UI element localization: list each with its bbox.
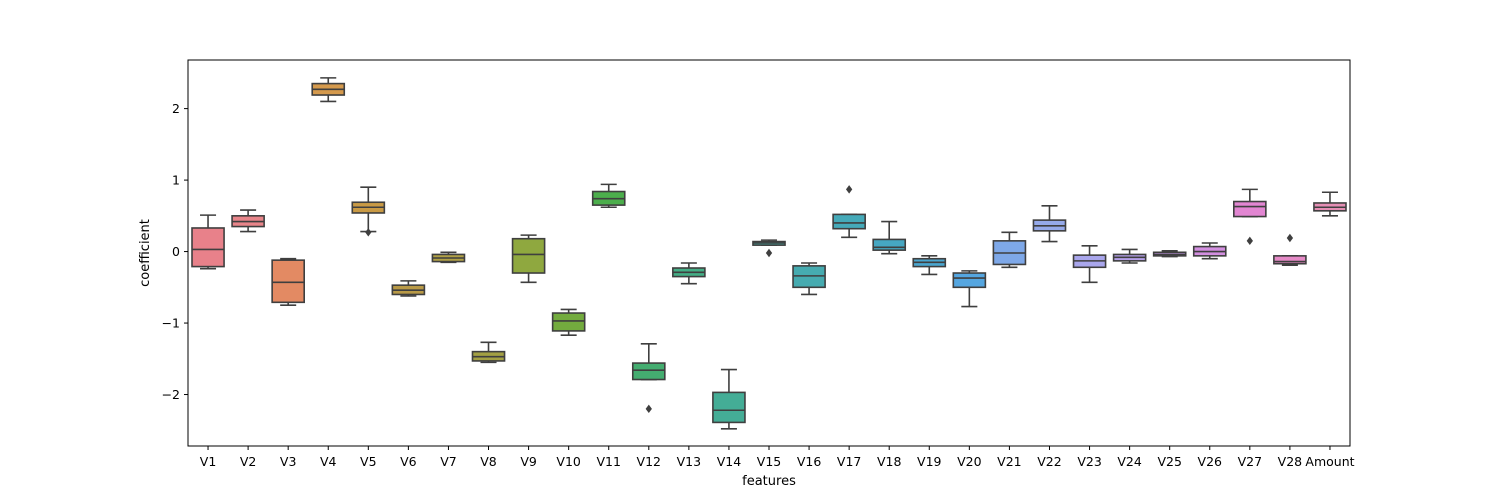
box-v11 bbox=[591, 183, 626, 209]
box-v17 bbox=[832, 185, 866, 239]
x-tick-label-v28: V28 bbox=[1278, 454, 1303, 469]
box-v14 bbox=[712, 368, 746, 430]
iqr-box-v14 bbox=[712, 391, 746, 424]
outlier-v12-0 bbox=[645, 404, 652, 414]
box-v23 bbox=[1072, 245, 1107, 284]
x-tick-label-v5: V5 bbox=[360, 454, 377, 469]
box-v13 bbox=[672, 262, 706, 285]
y-axis: 2 1 0 −1 −2 bbox=[162, 101, 188, 402]
x-tick-label-v20: V20 bbox=[957, 454, 982, 469]
box-v16 bbox=[792, 262, 826, 296]
x-tick-label-amount: Amount bbox=[1305, 454, 1354, 469]
iqr-box-v28 bbox=[1273, 255, 1307, 265]
box-v27 bbox=[1233, 188, 1267, 246]
outlier-v17-0 bbox=[845, 185, 853, 194]
box-v3 bbox=[271, 257, 306, 306]
box-v12 bbox=[631, 342, 666, 414]
y-tick-label-4: −2 bbox=[162, 387, 180, 402]
x-tick-label-v13: V13 bbox=[677, 454, 701, 469]
x-tick-label-v7: V7 bbox=[440, 454, 457, 469]
box-v25 bbox=[1152, 250, 1187, 258]
box-v4 bbox=[311, 77, 346, 103]
x-tick-label-v8: V8 bbox=[480, 454, 497, 469]
x-tick-label-v23: V23 bbox=[1077, 454, 1101, 469]
box-v6 bbox=[391, 280, 426, 297]
x-tick-label-v9: V9 bbox=[520, 454, 537, 469]
box-v28 bbox=[1273, 233, 1307, 266]
x-tick-label-v15: V15 bbox=[757, 454, 781, 469]
x-tick-label-v4: V4 bbox=[320, 454, 337, 469]
x-tick-label-v6: V6 bbox=[400, 454, 417, 469]
box-amount bbox=[1313, 191, 1347, 217]
x-tick-label-v26: V26 bbox=[1198, 454, 1223, 469]
x-tick-label-v10: V10 bbox=[556, 454, 581, 469]
box-v24 bbox=[1112, 248, 1147, 264]
x-tick-label-v18: V18 bbox=[877, 454, 902, 469]
iqr-box-v10 bbox=[551, 312, 586, 332]
iqr-box-v20 bbox=[952, 272, 987, 289]
x-tick-label-v27: V27 bbox=[1238, 454, 1262, 469]
iqr-box-v12 bbox=[631, 362, 666, 381]
box-v8 bbox=[471, 341, 506, 364]
x-axis-label: features bbox=[742, 474, 796, 489]
box-v20 bbox=[952, 270, 987, 308]
iqr-box-v9 bbox=[511, 237, 546, 274]
box-v21 bbox=[992, 231, 1027, 269]
x-tick-label-v17: V17 bbox=[837, 454, 861, 469]
y-tick-label-3: −1 bbox=[162, 316, 180, 331]
y-tick-label-2: 0 bbox=[172, 244, 180, 259]
box-v22 bbox=[1032, 205, 1067, 243]
x-tick-label-v14: V14 bbox=[717, 454, 742, 469]
x-tick-label-v25: V25 bbox=[1157, 454, 1181, 469]
box-v5 bbox=[351, 186, 386, 237]
box-v26 bbox=[1192, 242, 1227, 260]
x-tick-label-v22: V22 bbox=[1037, 454, 1061, 469]
x-tick-label-v2: V2 bbox=[240, 454, 257, 469]
x-tick-label-v24: V24 bbox=[1117, 454, 1142, 469]
box-v10 bbox=[551, 308, 586, 337]
iqr-box-v27 bbox=[1233, 200, 1267, 218]
box-v2 bbox=[231, 209, 265, 233]
box-v7 bbox=[431, 251, 466, 264]
outlier-v15-0 bbox=[765, 248, 773, 258]
outlier-v28-0 bbox=[1286, 233, 1294, 243]
x-tick-label-v11: V11 bbox=[596, 454, 620, 469]
iqr-box-v17 bbox=[832, 213, 866, 230]
y-tick-label-0: 2 bbox=[172, 101, 180, 116]
x-tick-label-v16: V16 bbox=[797, 454, 822, 469]
x-tick-label-v12: V12 bbox=[637, 454, 661, 469]
x-axis: V1 V2 V3 V4 V5 V6 V7 V8 V9 V10 V11 V12 V13 V14 V15 V16 V… bbox=[200, 446, 1355, 469]
x-tick-label-v1: V1 bbox=[200, 454, 217, 469]
x-tick-label-v3: V3 bbox=[280, 454, 297, 469]
x-tick-label-v21: V21 bbox=[997, 454, 1021, 469]
y-axis-label: coefficient bbox=[138, 219, 153, 287]
outlier-v5-0 bbox=[365, 228, 372, 237]
box-v18 bbox=[872, 220, 907, 255]
iqr-box-v3 bbox=[271, 259, 306, 304]
iqr-box-v1 bbox=[191, 227, 225, 268]
iqr-box-v18 bbox=[872, 238, 907, 251]
outlier-v27-0 bbox=[1246, 236, 1253, 246]
y-tick-label-1: 1 bbox=[172, 173, 180, 188]
box-v9 bbox=[511, 234, 546, 284]
x-tick-label-v19: V19 bbox=[917, 454, 942, 469]
box-v15 bbox=[752, 239, 786, 258]
box-v19 bbox=[912, 255, 947, 276]
box-v1 bbox=[191, 214, 225, 270]
boxes-layer bbox=[191, 77, 1347, 430]
